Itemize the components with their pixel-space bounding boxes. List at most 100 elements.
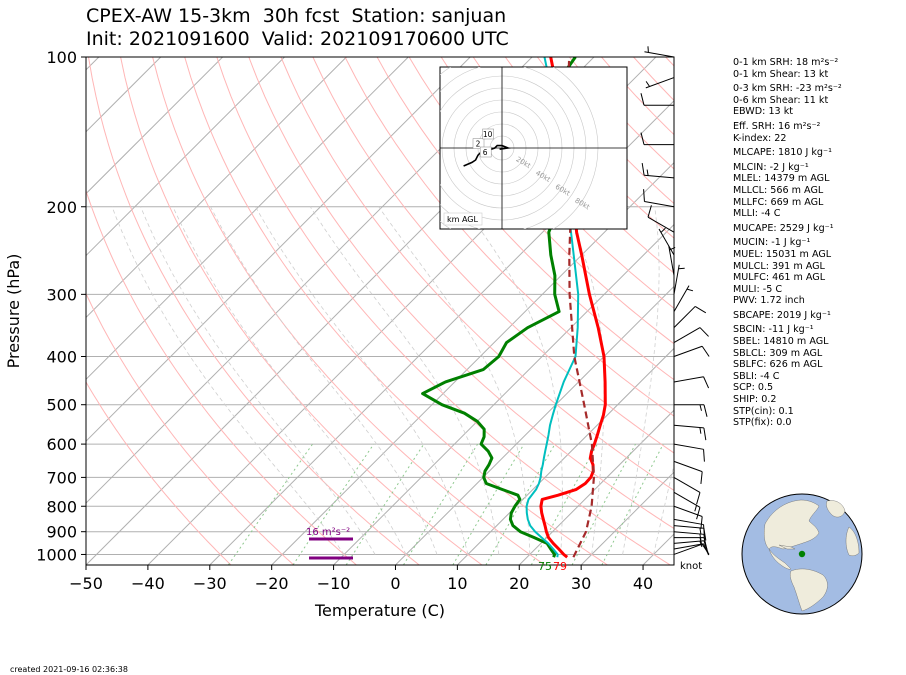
wind-barb (673, 505, 703, 529)
x-tick-label: −40 (131, 574, 165, 593)
mixing-ratio-line (227, 443, 314, 565)
parameter-line: SBCIN: -11 J kg⁻¹ (733, 324, 814, 336)
isotherm (457, 347, 674, 565)
dry-adiabat (88, 57, 420, 565)
parameter-line: Eff. SRH: 16 m²s⁻² (733, 120, 821, 132)
dry-adiabat (472, 57, 674, 274)
isotherm (86, 57, 285, 257)
parameter-line: STP(fix): 0.0 (733, 417, 792, 429)
isotherm (86, 57, 409, 381)
parameter-line: MUCAPE: 2529 J kg⁻¹ (733, 222, 834, 234)
wind-barb (673, 460, 703, 485)
parameter-line: K-index: 22 (733, 132, 787, 144)
moist-adiabat (210, 206, 438, 555)
y-tick-label: 200 (46, 198, 77, 217)
wind-barb (673, 376, 710, 389)
x-axis-label: Temperature (C) (314, 601, 445, 620)
created-timestamp: created 2021-09-16 02:36:38 (10, 665, 128, 674)
hodograph-height-label: 2 (472, 138, 485, 149)
y-tick-label: 100 (46, 48, 77, 67)
x-tick-label: 40 (633, 574, 653, 593)
parameter-line: MLCIN: -2 J kg⁻¹ (733, 161, 809, 173)
x-tick-label: 10 (447, 574, 467, 593)
moist-adiabat (172, 206, 407, 555)
dry-adiabat (216, 57, 671, 565)
isotherm (580, 471, 674, 565)
x-tick-label: −50 (69, 574, 103, 593)
mixing-ratio-line (345, 443, 425, 565)
dry-adiabat (86, 381, 232, 565)
parameter-panel: 0-1 km SRH: 18 m²s⁻² 0-1 km Shear: 13 kt 0… (733, 57, 842, 429)
dry-adiabat (440, 57, 674, 309)
chart-title-line1: CPEX-AW 15-3km 30h fcst Station: sanjuan (86, 5, 507, 27)
y-tick-label: 800 (46, 497, 77, 516)
dry-adiabat (86, 292, 295, 565)
moist-adiabat (562, 206, 605, 555)
moist-adiabat (309, 206, 500, 555)
wind-barb (673, 543, 710, 556)
svg-text:10: 10 (483, 130, 493, 139)
globe-land-north-america (764, 499, 820, 550)
moist-adiabat (378, 206, 531, 555)
y-tick-label: 700 (46, 468, 77, 487)
moist-adiabat (653, 462, 674, 555)
parameter-line: 0-6 km Shear: 11 kt (733, 94, 829, 106)
parameter-line: MUCIN: -1 J kg⁻¹ (733, 237, 811, 249)
parameter-line: PWV: 1.72 inch (733, 295, 805, 307)
moist-adiabat (622, 206, 660, 555)
wind-barb (673, 285, 694, 312)
wind-barb (647, 205, 675, 233)
x-tick-label: −30 (193, 574, 227, 593)
globe-land-greenland (826, 500, 846, 518)
wind-barb (673, 264, 685, 295)
wind-barb (673, 476, 701, 505)
mixing-ratio-line (571, 443, 636, 565)
y-tick-label: 900 (46, 523, 77, 542)
wind-barb (640, 93, 674, 106)
dry-adiabat (312, 57, 674, 454)
wind-barb (673, 424, 707, 441)
dewpoint-line (421, 57, 577, 558)
moist-adiabat (255, 206, 469, 555)
moist-adiabat (463, 206, 563, 555)
isotherm (395, 285, 674, 565)
x-tick-label: −10 (317, 574, 351, 593)
moist-adiabat (111, 206, 345, 555)
hodograph-units-label: km AGL (447, 215, 479, 224)
y-tick-label: 400 (46, 348, 77, 367)
dry-adiabat (120, 57, 483, 565)
parameter-line: 0-1 km Shear: 13 kt (733, 68, 829, 80)
isotherm (271, 161, 674, 565)
wind-barb (673, 540, 709, 553)
svg-text:6: 6 (483, 148, 488, 157)
isotherm (86, 57, 223, 195)
dry-adiabat (280, 57, 674, 492)
wind-barb (673, 443, 705, 462)
surface-dewpoint-label: 75 (538, 560, 552, 573)
globe-land-cuba (778, 544, 796, 550)
wind-barb (673, 518, 705, 537)
hodograph-height-label: 6 (479, 146, 492, 158)
y-axis-label: Pressure (hPa) (4, 254, 23, 369)
parameter-line: SBLFC: 626 m AGL (733, 359, 823, 371)
parameter-line: 0-1 km SRH: 18 m²s⁻² (733, 57, 839, 68)
parameter-line: SBLI: -4 C (733, 370, 780, 382)
parameter-line: MLLFC: 669 m AGL (733, 196, 824, 208)
wind-barb (658, 227, 675, 256)
x-tick-label: 30 (571, 574, 591, 593)
dry-adiabat (408, 57, 674, 345)
parameter-line: MULCL: 391 m AGL (733, 260, 825, 272)
surface-temp-label: 79 (553, 560, 567, 573)
parameter-line: MULFC: 461 m AGL (733, 272, 826, 284)
x-tick-label: 20 (509, 574, 529, 593)
parameter-line: STP(cin): 0.1 (733, 405, 794, 417)
dry-adiabat (248, 57, 674, 530)
hodograph-height-label: 10 (482, 128, 494, 140)
wind-barb (673, 327, 709, 343)
mixing-ratio-line (403, 443, 479, 565)
wind-barbs (640, 46, 710, 556)
parameter-line: MLEL: 14379 m AGL (733, 173, 830, 185)
x-tick-label: 0 (390, 574, 400, 593)
